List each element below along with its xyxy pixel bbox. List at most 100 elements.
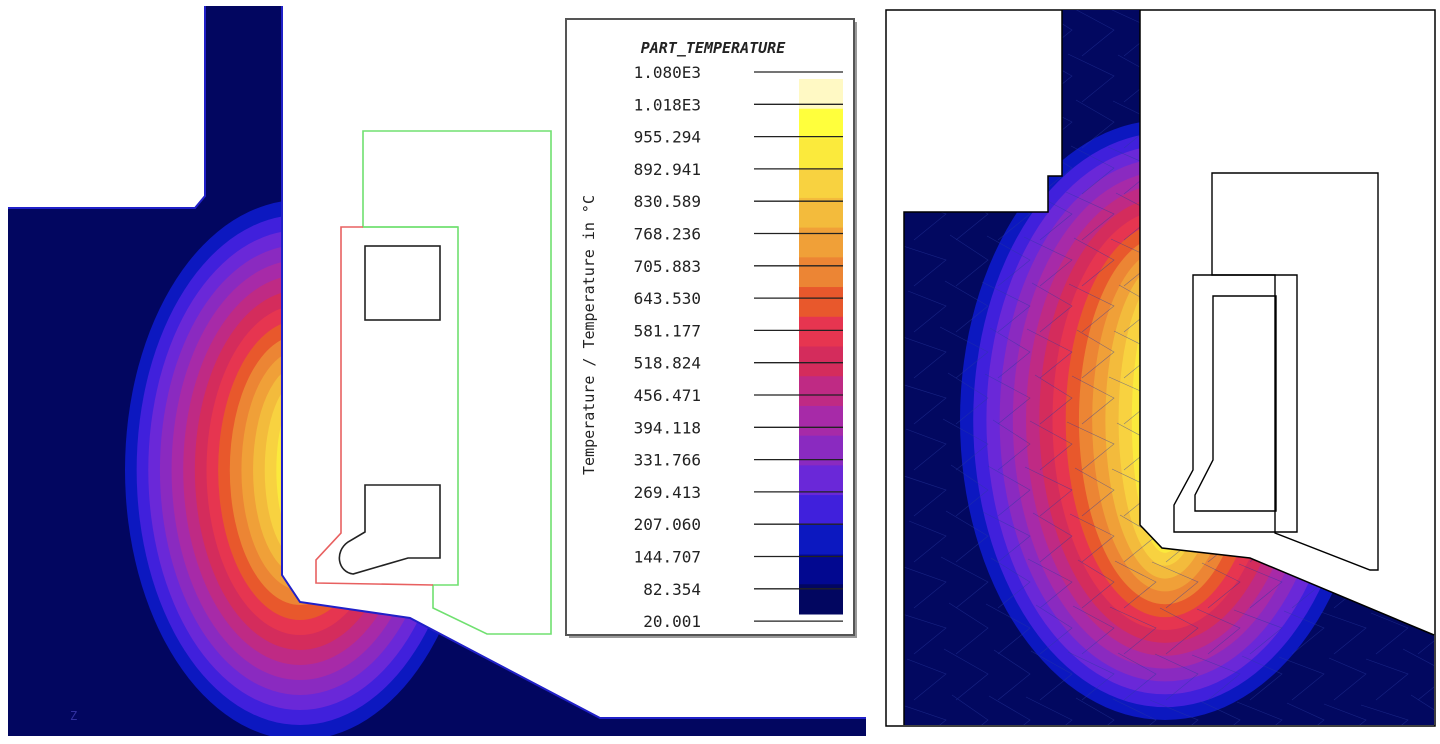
- mesh-element: [943, 648, 989, 701]
- mesh-element: [982, 511, 1031, 563]
- legend-tick-label: 955.294: [634, 128, 701, 147]
- mesh-element: [1410, 694, 1434, 725]
- mesh-element: [904, 612, 947, 655]
- mesh-element: [1233, 609, 1283, 655]
- mesh-element: [951, 694, 989, 725]
- mesh-element: [1026, 328, 1073, 379]
- mesh-element: [948, 602, 989, 655]
- left-temperature-band: [276, 395, 324, 545]
- legend-tick-label: 269.413: [634, 483, 701, 502]
- legend-tick-label: 207.060: [634, 515, 701, 534]
- legend-tick-label: 1.080E3: [634, 63, 701, 82]
- mesh-element: [1328, 657, 1367, 701]
- mesh-element: [987, 465, 1031, 517]
- mesh-element: [1065, 191, 1115, 241]
- legend-axis-label: Temperature / Temperature in °C: [580, 195, 598, 475]
- mesh-element: [993, 649, 1031, 701]
- legend-swatch: [799, 376, 843, 407]
- mesh-element: [1069, 513, 1115, 563]
- mesh-element: [988, 695, 1031, 725]
- mesh-element: [1074, 467, 1115, 517]
- legend-tick-label: 144.707: [634, 548, 701, 567]
- legend-swatch: [799, 435, 843, 466]
- mesh-element: [947, 372, 989, 425]
- legend-swatch: [799, 316, 843, 347]
- mesh-element: [942, 418, 989, 471]
- legend-swatch: [799, 227, 843, 258]
- mesh-element: [1031, 282, 1073, 333]
- legend-swatch: [799, 405, 843, 437]
- mesh-element: [1070, 145, 1115, 195]
- mesh-element: [1066, 421, 1115, 471]
- mesh-element: [1151, 561, 1199, 609]
- legend-tick-label: 1.018E3: [634, 95, 701, 114]
- left-temperature-bands: [125, 200, 475, 736]
- mesh-element: [989, 327, 1031, 379]
- legend-tick-label: 394.118: [634, 418, 701, 437]
- mesh-element: [1238, 563, 1283, 609]
- mesh-element: [908, 520, 947, 563]
- mesh-element: [1023, 236, 1073, 287]
- legend-swatch: [799, 168, 843, 199]
- legend-tick-label: 456.471: [634, 386, 701, 405]
- cooling-channel-lower: [338, 484, 441, 575]
- left-temperature-band: [264, 380, 336, 560]
- mesh-element: [992, 419, 1031, 471]
- mesh-element: [1159, 607, 1199, 655]
- mesh-element: [1196, 608, 1241, 655]
- mesh-element: [1149, 699, 1199, 725]
- mesh-element: [904, 474, 947, 517]
- legend-swatch: [799, 257, 843, 288]
- left-part-outline: [8, 6, 206, 209]
- mesh-element: [1032, 512, 1073, 563]
- legend-swatch: [799, 138, 843, 169]
- legend-tick-label: 581.177: [634, 321, 701, 340]
- mesh-element: [939, 326, 989, 379]
- mesh-element: [1360, 704, 1409, 725]
- left-surface-outline: [281, 6, 866, 719]
- mesh-element: [1199, 700, 1241, 725]
- mesh-element: [984, 373, 1031, 425]
- mesh-element: [1024, 466, 1073, 517]
- legend-swatch: [799, 346, 843, 377]
- mesh-element: [907, 290, 947, 333]
- mesh-element: [1075, 697, 1115, 725]
- mesh-element: [950, 464, 989, 517]
- right-surface-outline: [1139, 10, 1435, 636]
- mesh-element: [1071, 375, 1115, 425]
- mesh-element: [940, 556, 989, 609]
- legend-tick-label: 331.766: [634, 451, 701, 470]
- inductor-outline: [362, 130, 552, 635]
- mesh-element: [905, 428, 947, 471]
- mesh-element: [1112, 698, 1157, 725]
- mesh-element: [1076, 329, 1115, 379]
- mesh-element: [1030, 650, 1073, 701]
- legend-tick-label: 518.824: [634, 354, 701, 373]
- mesh-element: [1201, 562, 1241, 609]
- legend-swatch: [799, 197, 843, 229]
- legend-swatch: [799, 287, 843, 318]
- mesh-element: [1323, 703, 1367, 725]
- legend-tick-label: 82.354: [643, 580, 701, 599]
- legend-tick-label: 892.941: [634, 160, 701, 179]
- mesh-element: [1109, 606, 1157, 655]
- legend-swatch: [799, 495, 843, 526]
- mesh-element: [1075, 99, 1115, 149]
- right-simulation-panel: [885, 9, 1436, 727]
- mesh-element: [1117, 652, 1157, 701]
- right-cooling-channel: [1194, 295, 1277, 512]
- mesh-element: [1067, 53, 1115, 103]
- mesh-element: [904, 566, 947, 609]
- cooling-channel-upper: [364, 245, 441, 321]
- mesh-element: [981, 281, 1031, 333]
- temperature-legend: PART_TEMPERATURE Temperature / Temperatu…: [565, 18, 857, 638]
- mesh-element: [906, 658, 947, 701]
- mesh-element: [1067, 651, 1115, 701]
- legend-tick-marks: [754, 71, 843, 622]
- mesh-element: [1402, 648, 1434, 701]
- mesh-element: [1034, 374, 1073, 425]
- left-temperature-band: [288, 410, 312, 530]
- legend-tick-label: 705.883: [634, 257, 701, 276]
- legend-swatch: [799, 524, 843, 556]
